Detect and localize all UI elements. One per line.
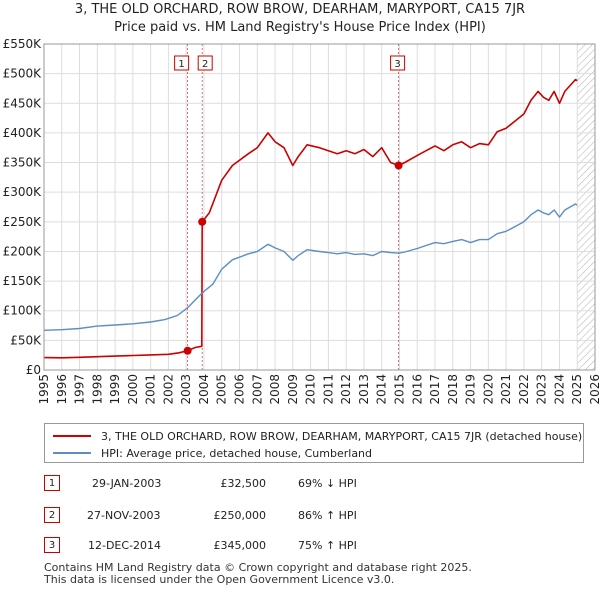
sale-marker-label: 3 bbox=[394, 59, 400, 70]
y-tick-label: £50K bbox=[10, 333, 42, 347]
legend-label-property: 3, THE OLD ORCHARD, ROW BROW, DEARHAM, M… bbox=[101, 429, 583, 443]
x-tick-label: 2003 bbox=[179, 374, 193, 405]
x-tick-label: 2022 bbox=[517, 374, 531, 405]
x-tick-label: 2002 bbox=[161, 374, 175, 405]
sale-marker-box bbox=[197, 55, 213, 71]
x-tick-label: 2011 bbox=[321, 374, 335, 405]
sale-point bbox=[394, 161, 403, 170]
y-tick-label: £200K bbox=[3, 244, 43, 258]
x-tick-label: 2009 bbox=[286, 374, 300, 405]
x-tick-label: 2005 bbox=[215, 374, 229, 405]
chart-title-line2: Price paid vs. HM Land Registry's House … bbox=[114, 20, 486, 35]
x-tick-label: 1996 bbox=[55, 374, 69, 405]
y-tick-label: £250K bbox=[3, 215, 43, 229]
x-tick-label: 2007 bbox=[250, 374, 264, 405]
y-tick-label: £0 bbox=[26, 363, 41, 377]
sale-point bbox=[183, 346, 192, 355]
transaction-number: 2 bbox=[44, 507, 60, 523]
x-tick-label: 1997 bbox=[73, 374, 87, 405]
x-tick-label: 2021 bbox=[499, 374, 513, 405]
transaction-number: 3 bbox=[44, 537, 60, 553]
x-tick-label: 2020 bbox=[481, 374, 495, 405]
footer-licence: This data is licensed under the Open Gov… bbox=[44, 573, 395, 586]
transaction-hpi: 69% ↓ HPI bbox=[298, 476, 357, 490]
x-tick-label: 2026 bbox=[588, 374, 600, 405]
legend-item-property: 3, THE OLD ORCHARD, ROW BROW, DEARHAM, M… bbox=[53, 428, 582, 444]
y-tick-label: £350K bbox=[3, 156, 43, 170]
x-tick-label: 1998 bbox=[90, 374, 104, 405]
sale-marker-label: 2 bbox=[202, 59, 208, 70]
x-tick-label: 2016 bbox=[410, 374, 424, 405]
sale-marker-box bbox=[390, 55, 406, 71]
x-tick-label: 2023 bbox=[535, 374, 549, 405]
y-tick-label: £300K bbox=[3, 185, 43, 199]
legend-label-hpi: HPI: Average price, detached house, Cumb… bbox=[101, 446, 373, 460]
y-tick-label: £450K bbox=[3, 96, 43, 110]
x-tick-label: 2015 bbox=[392, 374, 406, 405]
legend: 3, THE OLD ORCHARD, ROW BROW, DEARHAM, M… bbox=[44, 423, 584, 463]
x-tick-label: 2010 bbox=[304, 374, 318, 405]
transaction-hpi: 86% ↑ HPI bbox=[298, 508, 357, 522]
x-tick-label: 2000 bbox=[126, 374, 140, 405]
y-tick-label: £500K bbox=[3, 67, 43, 81]
x-tick-label: 2012 bbox=[339, 374, 353, 405]
legend-swatch-property bbox=[53, 435, 91, 437]
y-tick-label: £550K bbox=[3, 37, 43, 51]
x-tick-label: 2018 bbox=[446, 374, 460, 405]
transaction-price: £345,000 bbox=[213, 538, 267, 552]
sale-marker-box bbox=[174, 55, 190, 71]
x-tick-label: 2008 bbox=[268, 374, 282, 405]
x-tick-label: 2013 bbox=[357, 374, 371, 405]
transaction-date: 29-JAN-2003 bbox=[92, 476, 162, 490]
y-tick-label: £100K bbox=[3, 304, 43, 318]
transaction-price: £250,000 bbox=[213, 508, 267, 522]
sale-marker-label: 1 bbox=[178, 59, 184, 70]
transaction-date: 12-DEC-2014 bbox=[88, 538, 162, 552]
legend-swatch-hpi bbox=[53, 452, 91, 454]
plot-frame bbox=[43, 43, 596, 371]
x-tick-label: 1999 bbox=[108, 374, 122, 405]
x-tick-label: 2006 bbox=[233, 374, 247, 405]
plot-area bbox=[44, 44, 595, 370]
x-tick-label: 2004 bbox=[197, 374, 211, 405]
transaction-hpi: 75% ↑ HPI bbox=[298, 538, 357, 552]
forecast-hatch bbox=[577, 44, 595, 370]
transaction-number: 1 bbox=[44, 475, 60, 491]
x-tick-label: 2014 bbox=[375, 374, 389, 405]
footer-copyright: Contains HM Land Registry data © Crown c… bbox=[44, 561, 472, 574]
x-tick-label: 2024 bbox=[552, 374, 566, 405]
sale-point bbox=[198, 217, 207, 226]
x-tick-label: 2025 bbox=[570, 374, 584, 405]
x-tick-label: 2019 bbox=[464, 374, 478, 405]
y-tick-label: £150K bbox=[3, 274, 43, 288]
y-tick-label: £400K bbox=[3, 126, 43, 140]
chart-title-line1: 3, THE OLD ORCHARD, ROW BROW, DEARHAM, M… bbox=[74, 2, 526, 17]
transaction-price: £32,500 bbox=[220, 476, 267, 490]
property-series-line bbox=[43, 78, 578, 359]
x-tick-label: 1995 bbox=[37, 374, 51, 405]
price-chart: £0 £50K £100K £150K £200K £250K £300K £350K £400… bbox=[3, 37, 600, 405]
transaction-date: 27-NOV-2003 bbox=[87, 508, 161, 522]
x-tick-label: 2001 bbox=[144, 374, 158, 405]
x-tick-label: 2017 bbox=[428, 374, 442, 405]
hpi-series-line bbox=[43, 203, 578, 331]
legend-item-hpi: HPI: Average price, detached house, Cumb… bbox=[53, 445, 372, 461]
